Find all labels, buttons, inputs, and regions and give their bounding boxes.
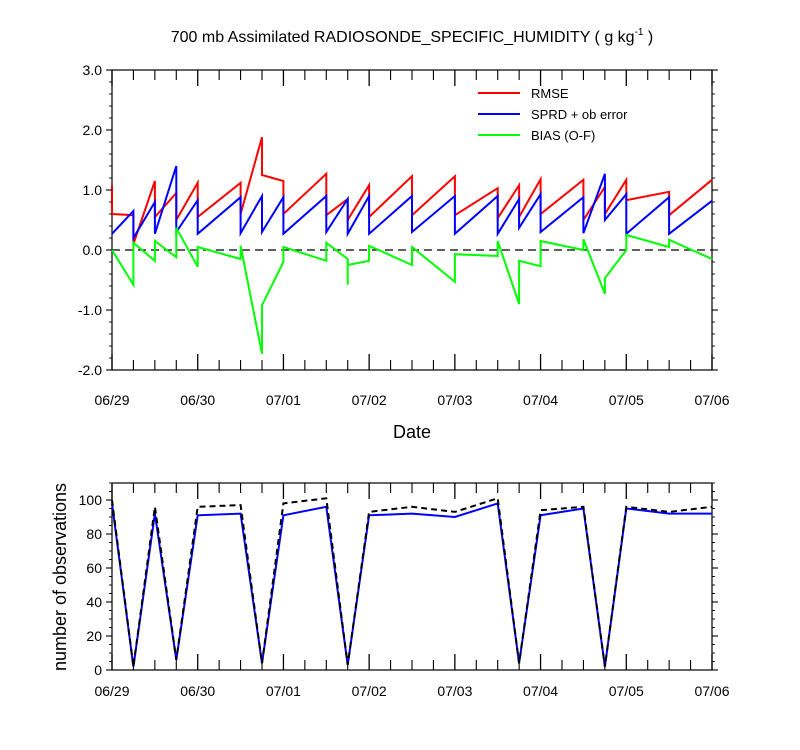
x-tick-label: 07/01 bbox=[266, 392, 301, 408]
x-tick-label: 07/06 bbox=[694, 392, 729, 408]
y-tick-label: -1.0 bbox=[78, 302, 102, 318]
bottom-series-group bbox=[111, 496, 713, 667]
chart-title: 700 mb Assimilated RADIOSONDE_SPECIFIC_H… bbox=[171, 27, 654, 46]
legend-label-rmse: RMSE bbox=[531, 86, 569, 101]
x-tick-label: 07/05 bbox=[609, 683, 644, 699]
y-tick-label: 0 bbox=[94, 662, 102, 678]
x-tick-label: 06/29 bbox=[94, 683, 129, 699]
x-tick-label: 07/03 bbox=[437, 683, 472, 699]
series-line-total bbox=[111, 496, 713, 667]
y-tick-label: 40 bbox=[86, 594, 102, 610]
y-tick-label: 0.0 bbox=[83, 242, 103, 258]
x-tick-label: 07/03 bbox=[437, 392, 472, 408]
x-tick-label: 07/04 bbox=[523, 683, 558, 699]
x-tick-label: 06/30 bbox=[180, 683, 215, 699]
bottom-plot-frame bbox=[111, 482, 713, 671]
y-tick-label: 60 bbox=[86, 560, 102, 576]
y-tick-label: 1.0 bbox=[83, 182, 103, 198]
y-tick-label: -2.0 bbox=[78, 362, 102, 378]
y-tick-label: 100 bbox=[79, 492, 103, 508]
legend: RMSE SPRD + ob error BIAS (O-F) bbox=[478, 86, 628, 143]
rmse-bias-chart: 700 mb Assimilated RADIOSONDE_SPECIFIC_H… bbox=[78, 27, 730, 442]
series-line-sprd-ob-error bbox=[111, 165, 713, 242]
y-tick-label: 2.0 bbox=[83, 122, 103, 138]
bottom-tick-group: 06/29 06/30 07/01 07/02 07/03 07/04 07/05 07/06… bbox=[79, 482, 730, 699]
x-tick-label: 07/01 bbox=[266, 683, 301, 699]
x-tick-label: 07/05 bbox=[609, 392, 644, 408]
y-tick-label: 20 bbox=[86, 628, 102, 644]
y-axis-title-observations: number of observations bbox=[50, 483, 70, 671]
observations-chart: 06/29 06/30 07/01 07/02 07/03 07/04 07/05 07/06… bbox=[50, 482, 730, 699]
plot-frame bbox=[111, 482, 713, 671]
x-tick-label: 07/06 bbox=[694, 683, 729, 699]
y-tick-label: 3.0 bbox=[83, 62, 103, 78]
x-tick-label: 06/29 bbox=[94, 392, 129, 408]
y-tick-label: 80 bbox=[86, 526, 102, 542]
series-line-assimilated bbox=[111, 502, 712, 667]
top-series-group bbox=[111, 136, 713, 354]
legend-label-bias-o-f: BIAS (O-F) bbox=[531, 128, 595, 143]
legend-label-sprd-ob-error: SPRD + ob error bbox=[531, 107, 628, 122]
top-tick-group: 06/29 06/30 07/01 07/02 07/03 07/04 07/05 07/06… bbox=[78, 62, 730, 408]
x-tick-label: 07/02 bbox=[352, 392, 387, 408]
x-axis-title: Date bbox=[393, 422, 431, 442]
x-tick-label: 07/04 bbox=[523, 392, 558, 408]
series-line-bias-o-f bbox=[111, 227, 713, 354]
x-tick-label: 07/02 bbox=[352, 683, 387, 699]
x-tick-label: 06/30 bbox=[180, 392, 215, 408]
